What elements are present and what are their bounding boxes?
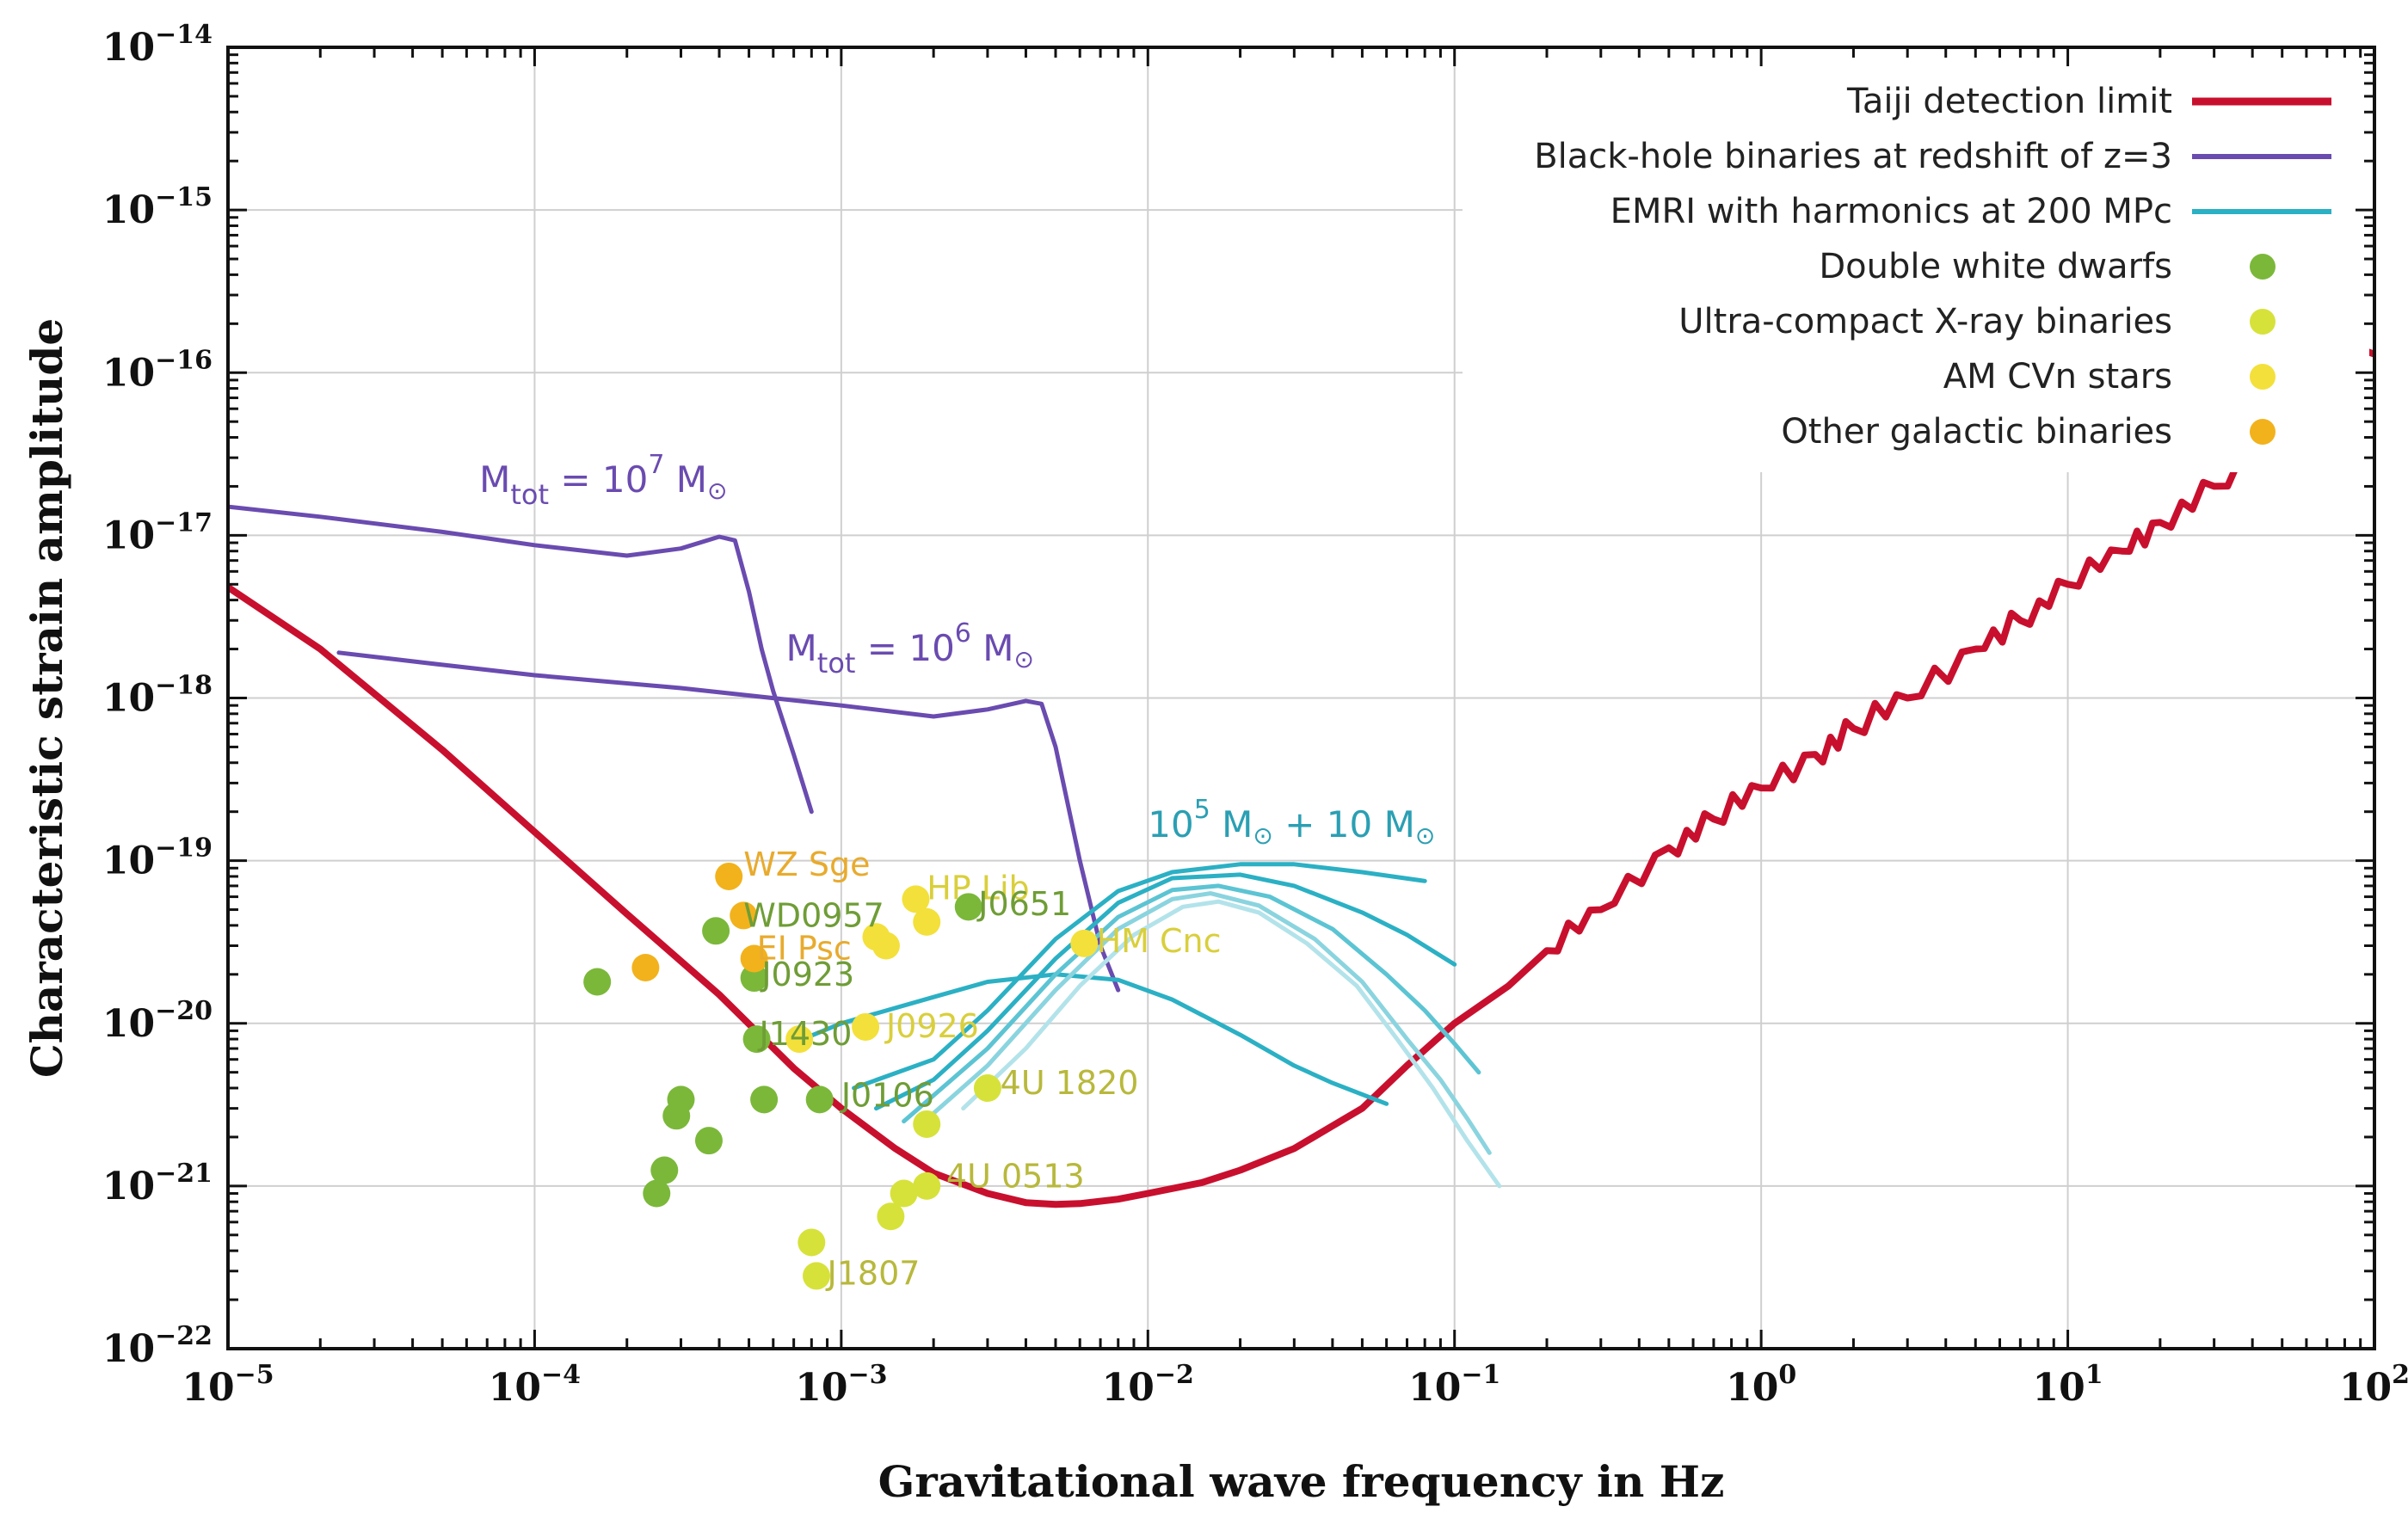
y-tick-label: 10−19	[102, 833, 212, 883]
point-ultra-compact-xray	[973, 1074, 1001, 1103]
x-tick-label: 10−2	[1102, 1360, 1194, 1410]
source-label-j0106: J0106	[840, 1077, 934, 1115]
legend-swatch-dot	[2250, 364, 2276, 390]
legend: Taiji detection limit Black-hole binaries…	[1534, 82, 2331, 452]
point-ultra-compact-xray	[877, 1202, 905, 1231]
point-double-white-dwarfs	[750, 1085, 779, 1114]
source-label-4u-1820: 4U 1820	[1001, 1064, 1139, 1102]
series-line-emri-h5	[931, 891, 1492, 1155]
legend-label-ultra-compact-x-ray-binaries: Ultra-compact X-ray binaries	[1678, 302, 2172, 341]
source-label-hm-cnc: HM Cnc	[1097, 922, 1222, 960]
y-tick-label: 10−17	[102, 507, 212, 557]
legend-label-double-white-dwarfs: Double white dwarfs	[1819, 247, 2172, 286]
series-line-emri-h3	[874, 872, 1457, 1111]
legend-label-am-cvn-stars: AM CVn stars	[1943, 357, 2172, 397]
x-tick-label: 10−5	[182, 1360, 274, 1410]
point-double-white-dwarfs	[667, 1085, 695, 1114]
point-am-cvn	[852, 1012, 880, 1041]
y-tick-label: 10−14	[102, 20, 212, 70]
series-line-emri-h4	[902, 883, 1481, 1124]
point-double-white-dwarfs	[583, 968, 612, 996]
point-double-white-dwarfs	[805, 1085, 834, 1114]
y-tick-label: 10−16	[102, 345, 212, 395]
series-line-mtot-10-6	[336, 650, 1121, 993]
y-tick-label: 10−15	[102, 182, 212, 232]
point-ultra-compact-xray	[890, 1179, 918, 1208]
source-label-j0923: J0923	[760, 956, 854, 993]
legend-swatch-dot	[2250, 419, 2276, 445]
series-line-taiji-detection-limit	[228, 347, 2374, 1208]
point-am-cvn	[1070, 929, 1099, 957]
source-label-hp-lib: HP Lib	[927, 869, 1029, 907]
point-double-white-dwarfs	[740, 964, 768, 993]
axis-ticks: 10−5 10−4 10−3 10−2 10−1 100 101 102 10−14 10−15 1…	[102, 20, 2408, 1410]
point-ultra-compact-xray	[913, 1110, 941, 1138]
mass-label: Mtot = 106 M⊙	[786, 618, 1034, 679]
legend-swatch-dot	[2250, 309, 2276, 335]
y-tick-label: 10−21	[102, 1159, 212, 1208]
source-label-j1430: J1430	[757, 1015, 852, 1053]
point-double-white-dwarfs	[742, 1025, 771, 1054]
x-tick-label: 10−4	[489, 1360, 581, 1410]
y-axis-title: Characteristic strain amplitude	[22, 318, 72, 1078]
x-tick-label: 10−3	[795, 1360, 887, 1410]
mass-label: 105 M⊙ + 10 M⊙	[1148, 795, 1435, 850]
source-label-wz-sge: WZ Sge	[743, 846, 870, 883]
x-tick-label: 101	[2033, 1360, 2103, 1410]
mass-label: Mtot = 107 M⊙	[479, 450, 727, 511]
series-lines	[228, 347, 2374, 1208]
point-other-galactic	[730, 901, 758, 930]
legend-swatch-dot	[2250, 254, 2276, 280]
point-double-white-dwarfs	[643, 1179, 671, 1208]
point-ultra-compact-xray	[798, 1228, 826, 1257]
source-label-wd0957: WD0957	[743, 896, 884, 934]
mass-labels: Mtot = 107 M⊙ Mtot = 106 M⊙ 105 M⊙ + 10 M⊙	[479, 450, 1435, 850]
source-label-j0651: J0651	[976, 885, 1071, 923]
legend-label-other-galactic-binaries: Other galactic binaries	[1781, 412, 2172, 452]
source-label-ei-psc: EI Psc	[757, 929, 852, 967]
legend-label-taiji-detection-limit: Taiji detection limit	[1846, 82, 2172, 121]
source-label-j1807: J1807	[826, 1255, 921, 1293]
x-axis-title: Gravitational wave frequency in Hz	[878, 1456, 1725, 1507]
point-other-galactic	[740, 944, 768, 973]
series-line-emri-h1	[800, 972, 1389, 1106]
legend-label-emri-with-harmonics-at-200-mpc: EMRI with harmonics at 200 MPc	[1610, 192, 2172, 231]
point-am-cvn	[913, 907, 941, 936]
x-tick-label: 100	[1726, 1360, 1796, 1410]
x-tick-label: 102	[2339, 1360, 2408, 1410]
legend-background	[1463, 52, 2369, 472]
point-double-white-dwarfs	[650, 1156, 679, 1184]
data-points	[583, 862, 1099, 1290]
point-other-galactic	[631, 953, 660, 981]
source-label-4u-0513: 4U 0513	[946, 1157, 1085, 1195]
point-am-cvn	[871, 932, 900, 960]
point-other-galactic	[715, 862, 743, 890]
point-double-white-dwarfs	[694, 1127, 723, 1155]
series-line-emri-h2	[852, 862, 1427, 1091]
point-double-white-dwarfs	[702, 917, 730, 945]
point-am-cvn	[902, 885, 930, 913]
point-double-white-dwarfs	[954, 893, 982, 921]
y-tick-label: 10−18	[102, 671, 212, 721]
x-tick-label: 10−1	[1408, 1360, 1500, 1410]
source-label-j0926: J0926	[884, 1007, 979, 1045]
series-line-emri-h6	[961, 899, 1502, 1189]
legend-label-black-hole-binaries-at-redshift-of-z-3: Black-hole binaries at redshift of z=3	[1534, 137, 2172, 176]
point-am-cvn	[785, 1025, 814, 1054]
series-line-mtot-10-7	[228, 504, 814, 815]
y-tick-label: 10−22	[102, 1321, 212, 1371]
point-ultra-compact-xray	[913, 1171, 941, 1200]
y-tick-label: 10−20	[102, 996, 212, 1046]
point-ultra-compact-xray	[803, 1262, 831, 1290]
